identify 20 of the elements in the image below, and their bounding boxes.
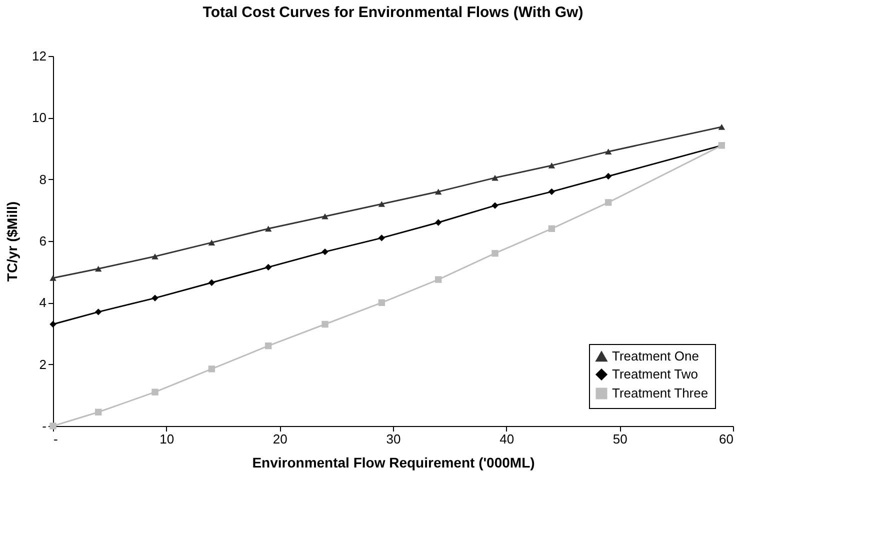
x-tick-label: 60: [719, 432, 734, 446]
x-tick-label: 30: [386, 432, 401, 446]
x-tick-label: 10: [160, 432, 174, 446]
x-axis-title: Environmental Flow Requirement ('000ML): [252, 454, 535, 470]
y-tick-label: 12: [32, 48, 46, 64]
y-tick-label: 8: [39, 172, 46, 187]
x-tick-label: 50: [612, 432, 628, 446]
x-tick-label: -: [54, 432, 58, 446]
legend-label: Treatment One: [612, 348, 699, 364]
legend-label: Treatment Three: [612, 386, 708, 400]
y-tick-label: -: [42, 418, 46, 434]
y-tick-label: 10: [32, 110, 46, 126]
chart-title: Total Cost Curves for Environmental Flows (With Gw): [202, 4, 584, 21]
y-tick-label: 6: [39, 234, 46, 248]
x-tick-label: 20: [272, 432, 288, 446]
x-tick-label: 40: [500, 432, 514, 446]
y-tick-label: 2: [39, 356, 46, 372]
y-tick-label: 4: [39, 295, 46, 310]
y-axis-title: TC/yr ($Mill): [4, 201, 20, 282]
legend-label: Treatment Two: [612, 366, 698, 382]
